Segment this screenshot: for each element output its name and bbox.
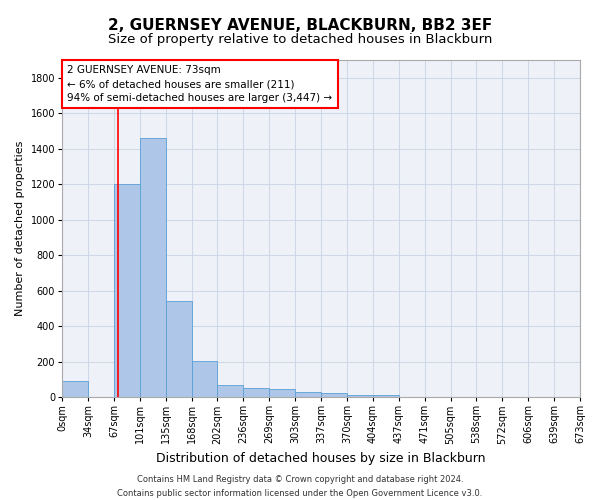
Bar [295,392,321,397]
Text: 2, GUERNSEY AVENUE, BLACKBURN, BB2 3EF: 2, GUERNSEY AVENUE, BLACKBURN, BB2 3EF [108,18,492,32]
Bar [166,302,191,397]
Bar [373,394,399,397]
Bar [217,385,244,397]
X-axis label: Distribution of detached houses by size in Blackburn: Distribution of detached houses by size … [157,452,486,465]
Bar [347,394,373,397]
Bar [321,393,347,397]
Y-axis label: Number of detached properties: Number of detached properties [15,141,25,316]
Bar [269,389,295,397]
Bar [140,138,166,397]
Bar [114,184,140,397]
Bar [244,388,269,397]
Bar [191,361,217,397]
Text: Contains HM Land Registry data © Crown copyright and database right 2024.
Contai: Contains HM Land Registry data © Crown c… [118,476,482,498]
Text: 2 GUERNSEY AVENUE: 73sqm
← 6% of detached houses are smaller (211)
94% of semi-d: 2 GUERNSEY AVENUE: 73sqm ← 6% of detache… [67,65,332,103]
Text: Size of property relative to detached houses in Blackburn: Size of property relative to detached ho… [108,32,492,46]
Bar [62,381,88,397]
